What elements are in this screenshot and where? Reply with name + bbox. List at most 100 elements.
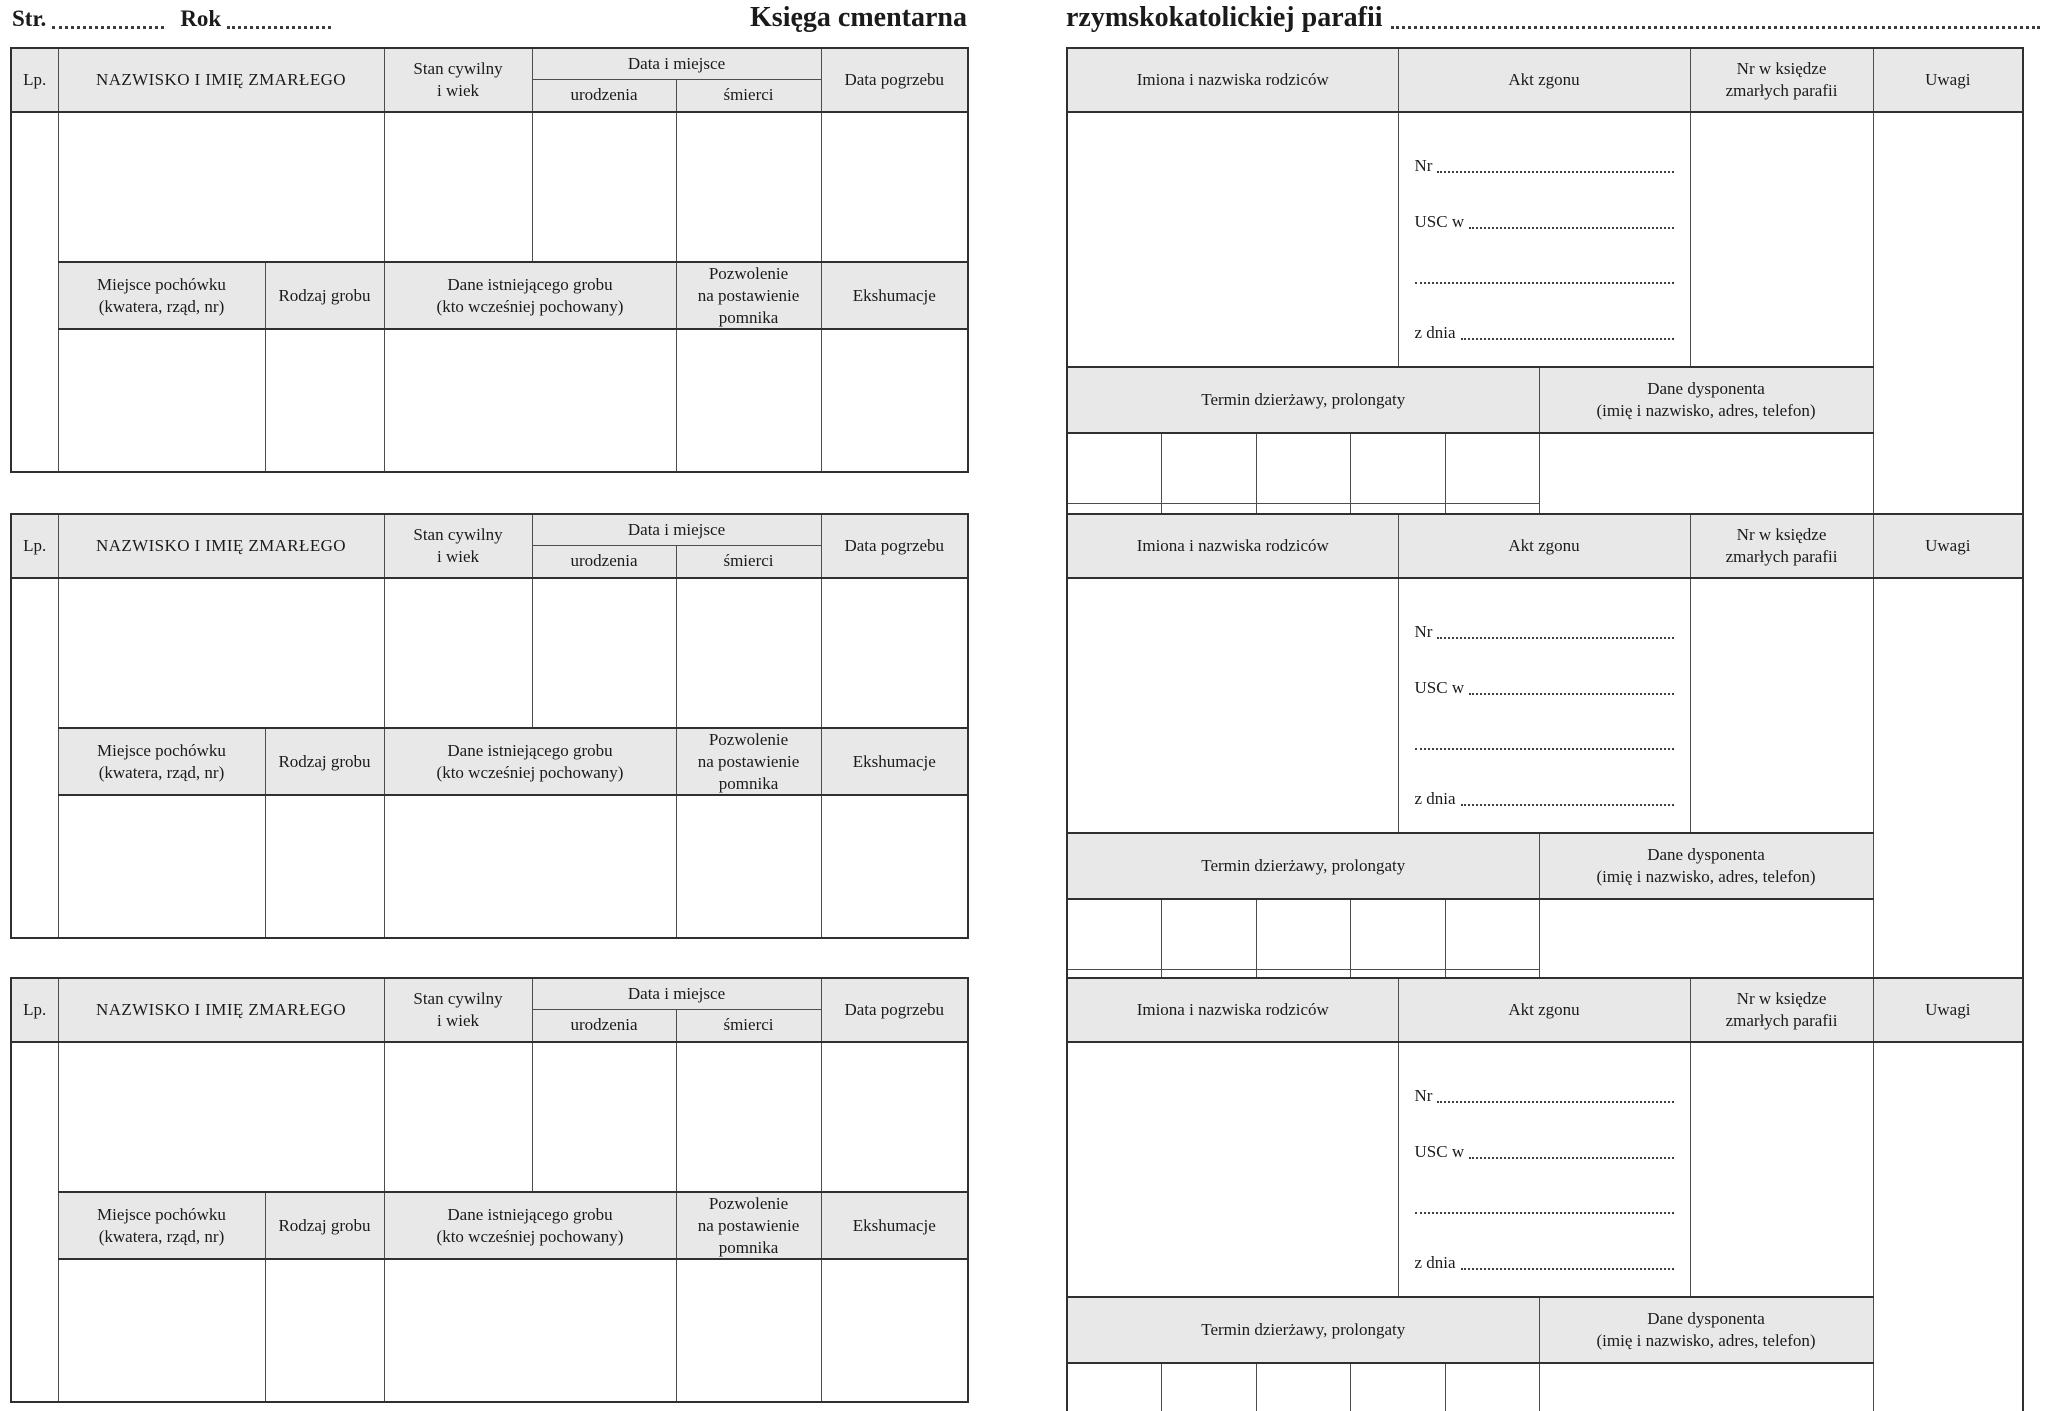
dotted-line (1437, 170, 1674, 173)
str-dotted-line (52, 20, 165, 29)
cert-number-line: Nr (1415, 609, 1674, 643)
dotted-line (1460, 1268, 1674, 1270)
header-parents-names: Imiona i nazwiska rodziców (1066, 513, 1399, 579)
cell-death (675, 111, 822, 263)
header-remarks: Uwagi (1872, 47, 2024, 113)
header-exhumations: Ekshumacje (820, 260, 969, 331)
header-register-number: Nr w księdze zmarłych parafii (1689, 47, 1874, 113)
lease-grid-cell (1444, 1362, 1540, 1411)
cert-date-label: z dnia (1414, 789, 1456, 809)
cell-parents-names (1066, 577, 1399, 834)
lease-grid-cell (1255, 1362, 1351, 1411)
header-birth: urodzenia (531, 544, 677, 579)
cert-date-line: z dnia (1415, 776, 1674, 810)
header-deceased-name: NAZWISKO I IMIĘ ZMARŁEGO (57, 47, 385, 113)
left-record-table-1: Lp. NAZWISKO I IMIĘ ZMARŁEGO Stan cywiln… (10, 47, 969, 474)
cell-grave-type (264, 794, 385, 939)
lease-grid-cell (1444, 432, 1540, 505)
cell-civil-status (383, 111, 533, 263)
book-title: Księga cmentarna (750, 2, 967, 33)
header-funeral-date: Data pogrzebu (820, 977, 969, 1043)
lease-grid-cell (1160, 1362, 1257, 1411)
cell-death-certificate: Nr USC w z dnia (1397, 577, 1691, 834)
cert-usc-label: USC w (1414, 1141, 1465, 1161)
lease-grid-cell (1160, 898, 1257, 971)
dotted-line (1414, 1212, 1674, 1215)
cell-existing-grave (383, 794, 677, 939)
cert-blank-line (1414, 1184, 1674, 1218)
str-label: Str. (12, 6, 47, 31)
cell-parents-names (1066, 1041, 1399, 1298)
cert-nr-label: Nr (1414, 622, 1433, 641)
cell-funeral-date (820, 577, 969, 729)
dotted-line (1414, 748, 1674, 751)
cell-lp (10, 111, 59, 473)
cert-usc-line: USC w (1415, 199, 1674, 233)
header-death-certificate: Akt zgonu (1397, 47, 1691, 113)
header-death: śmierci (675, 1008, 822, 1043)
cell-funeral-date (820, 111, 969, 263)
lease-grid-cell (1349, 898, 1446, 971)
lease-grid-cell (1066, 898, 1162, 971)
header-parents-names: Imiona i nazwiska rodziców (1066, 47, 1399, 113)
header-disposer: Dane dysponenta (imię i nazwisko, adres,… (1538, 831, 1874, 900)
dotted-line (1469, 692, 1674, 695)
header-register-number: Nr w księdze zmarłych parafii (1689, 977, 1874, 1043)
header-remarks: Uwagi (1872, 513, 2024, 579)
lease-grid-cell (1255, 432, 1351, 505)
right-record-table-1: Imiona i nazwiska rodziców Akt zgonu Nr … (1066, 47, 2025, 575)
cert-number-line: Nr (1415, 1073, 1674, 1107)
header-death: śmierci (675, 544, 822, 579)
header-civil-status: Stan cywilny i wiek (383, 977, 533, 1043)
cell-grave-type (264, 328, 385, 473)
header-grave-type: Rodzaj grobu (264, 260, 385, 331)
cell-monument-permit (675, 794, 822, 939)
header-existing-grave: Dane istniejącego grobu (kto wcześniej p… (383, 260, 677, 331)
header-date-place: Data i miejsce (531, 47, 822, 80)
header-burial-place: Miejsce pochówku (kwatera, rząd, nr) (57, 1190, 266, 1261)
cell-remarks (1872, 111, 2024, 575)
header-lp: Lp. (10, 47, 59, 113)
header-lp: Lp. (10, 513, 59, 579)
cert-usc-line: USC w (1415, 665, 1674, 699)
cert-number-line: Nr (1415, 143, 1674, 177)
header-disposer: Dane dysponenta (imię i nazwisko, adres,… (1538, 365, 1874, 434)
cell-disposer (1538, 1362, 1874, 1411)
header-funeral-date: Data pogrzebu (820, 47, 969, 113)
cell-death (675, 1041, 822, 1193)
header-deceased-name: NAZWISKO I IMIĘ ZMARŁEGO (57, 977, 385, 1043)
header-date-place: Data i miejsce (531, 513, 822, 546)
dotted-line (1460, 338, 1674, 340)
cert-date-label: z dnia (1414, 1253, 1456, 1273)
dotted-line (1437, 636, 1674, 639)
cell-existing-grave (383, 1258, 677, 1403)
header-burial-place: Miejsce pochówku (kwatera, rząd, nr) (57, 260, 266, 331)
header-death: śmierci (675, 78, 822, 113)
header-lease-term: Termin dzierżawy, prolongaty (1066, 365, 1540, 434)
rok-label: Rok (180, 6, 222, 31)
cell-death-certificate: Nr USC w z dnia (1397, 111, 1691, 368)
header-register-number: Nr w księdze zmarłych parafii (1689, 513, 1874, 579)
cell-deceased-name (57, 111, 385, 263)
header-birth: urodzenia (531, 1008, 677, 1043)
left-record-table-2: Lp. NAZWISKO I IMIĘ ZMARŁEGO Stan cywiln… (10, 513, 969, 940)
cell-burial-place (57, 328, 266, 473)
cert-date-label: z dnia (1414, 323, 1456, 343)
header-exhumations: Ekshumacje (820, 726, 969, 797)
header-parents-names: Imiona i nazwiska rodziców (1066, 977, 1399, 1043)
cert-blank-line (1414, 254, 1674, 288)
cell-funeral-date (820, 1041, 969, 1193)
cert-usc-label: USC w (1414, 211, 1465, 231)
cert-nr-label: Nr (1414, 1086, 1433, 1105)
cell-register-number (1689, 111, 1874, 368)
right-record-table-2: Imiona i nazwiska rodziców Akt zgonu Nr … (1066, 513, 2025, 1041)
header-lease-term: Termin dzierżawy, prolongaty (1066, 1295, 1540, 1364)
header-grave-type: Rodzaj grobu (264, 1190, 385, 1261)
cell-birth (531, 111, 677, 263)
header-monument-permit: Pozwolenie na postawienie pomnika (675, 726, 822, 797)
cert-usc-label: USC w (1414, 677, 1465, 697)
header-civil-status: Stan cywilny i wiek (383, 513, 533, 579)
cell-exhumations (820, 1258, 969, 1403)
rok-dotted-line (227, 20, 332, 29)
cell-register-number (1689, 577, 1874, 834)
